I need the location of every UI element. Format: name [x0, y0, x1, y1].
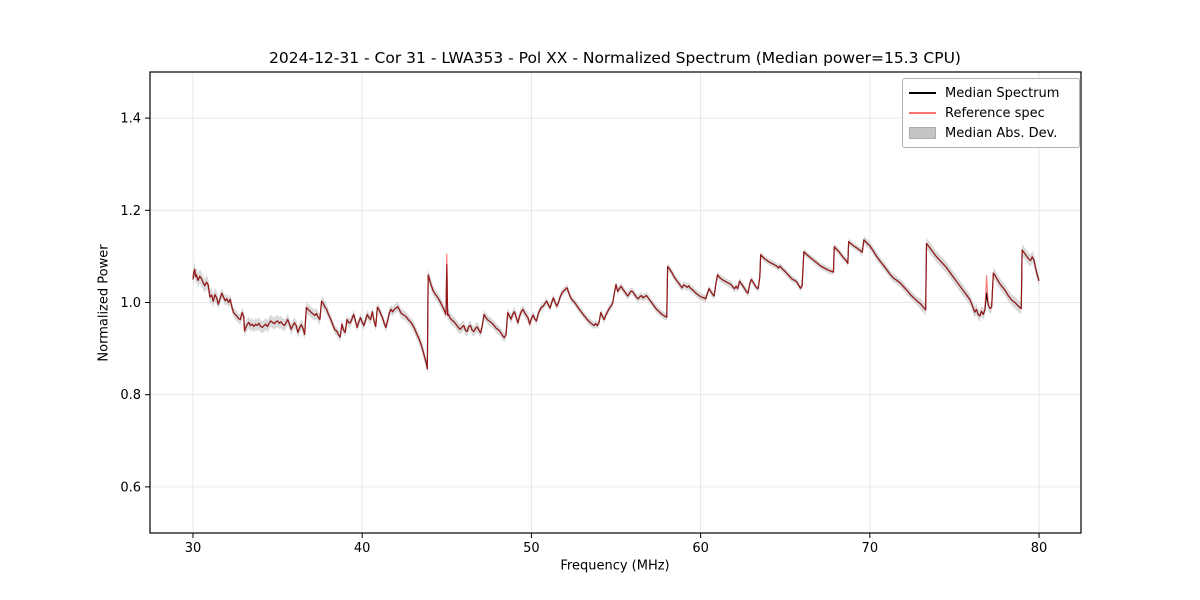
reference-spec-line — [192, 239, 1040, 370]
legend-label: Reference spec — [945, 105, 1045, 121]
legend-label: Median Spectrum — [945, 85, 1060, 101]
y-tick-label-1.4: 1.4 — [120, 112, 141, 127]
x-tick-label-40: 40 — [354, 541, 371, 556]
x-tick-label-70: 70 — [862, 541, 879, 556]
y-tick-label-1: 1.0 — [120, 296, 141, 311]
y-tick-label-1.2: 1.2 — [120, 204, 141, 219]
x-axis-label: Frequency (MHz) — [560, 558, 670, 574]
y-axis-label: Normalized Power — [96, 244, 112, 362]
legend: Median Spectrum Reference spec Median Ab… — [902, 78, 1080, 148]
chart-title: 2024-12-31 - Cor 31 - LWA353 - Pol XX - … — [269, 49, 961, 67]
y-tick-label-0.8: 0.8 — [120, 388, 141, 403]
x-tick-label-80: 80 — [1031, 541, 1048, 556]
legend-item-reference-spec: Reference spec — [909, 105, 1071, 121]
legend-item-median-abs-dev: Median Abs. Dev. — [909, 125, 1071, 141]
legend-label: Median Abs. Dev. — [945, 125, 1058, 141]
median-abs-dev-patch-swatch — [909, 127, 936, 139]
x-tick-label-50: 50 — [523, 541, 540, 556]
x-tick-label-30: 30 — [185, 541, 202, 556]
median-spectrum-line — [192, 239, 1040, 370]
median-abs-dev-band — [192, 235, 1040, 375]
median-spectrum-line-swatch — [909, 92, 936, 94]
y-tick-label-0.6: 0.6 — [120, 480, 141, 495]
x-tick-label-60: 60 — [692, 541, 709, 556]
reference-spec-line-swatch — [909, 112, 936, 114]
legend-item-median-spectrum: Median Spectrum — [909, 85, 1071, 101]
